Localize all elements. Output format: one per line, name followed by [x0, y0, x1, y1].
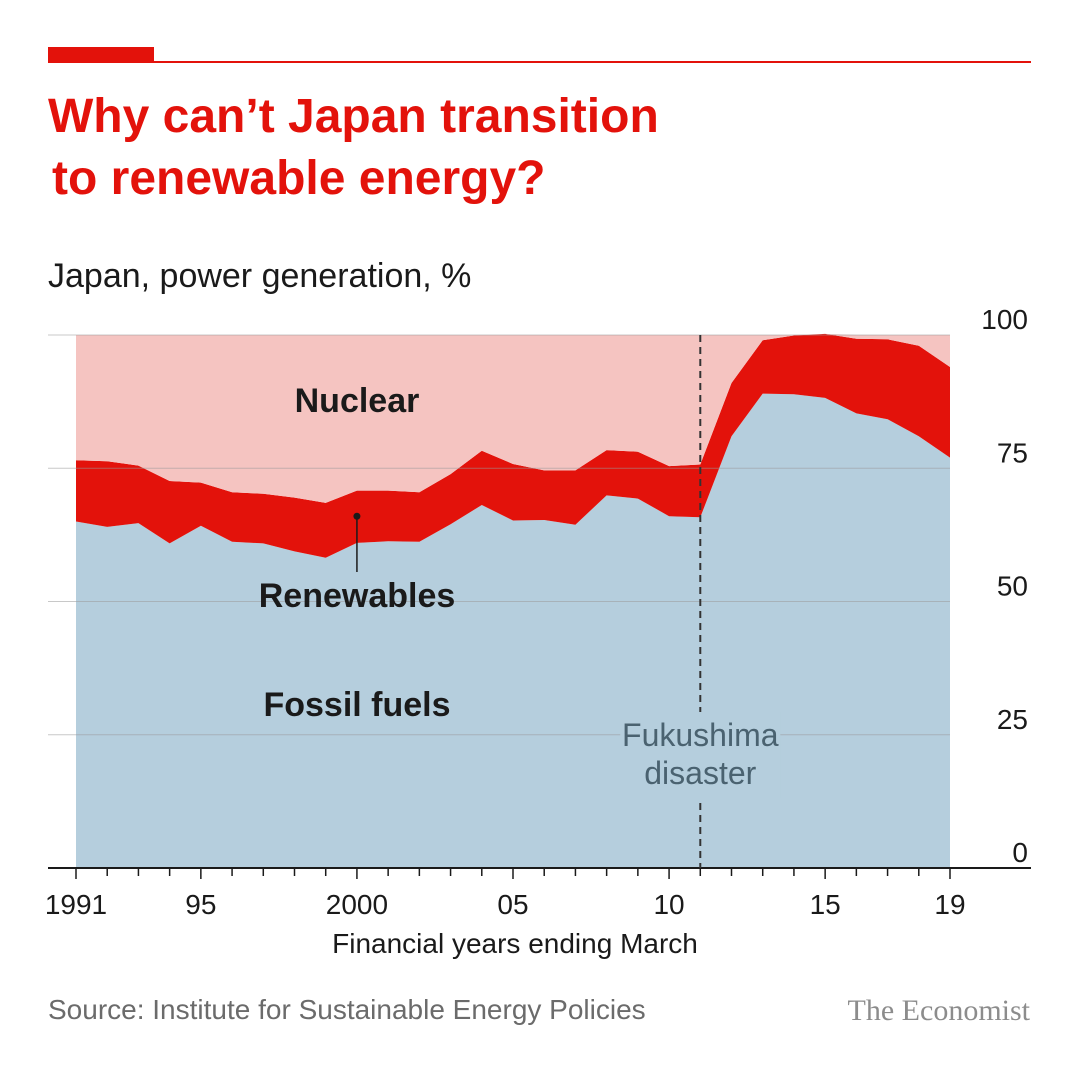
- annotation-text-line-1: Fukushima: [622, 717, 779, 753]
- x-axis-title: Financial years ending March: [332, 928, 698, 959]
- publisher-logo: The Economist: [847, 994, 1030, 1027]
- y-tick-label: 0: [1012, 837, 1028, 868]
- renewables-pointer-dot: [353, 512, 361, 520]
- x-tick-label: 19: [934, 889, 965, 920]
- x-tick-label: 15: [810, 889, 841, 920]
- chart-title: Why can’t Japan transition to renewable …: [48, 86, 948, 210]
- annotation-text-line-2: disaster: [644, 755, 756, 791]
- series-label-nuclear: Nuclear: [295, 382, 420, 420]
- y-tick-label: 100: [981, 304, 1028, 335]
- top-accent-bar: [48, 47, 154, 62]
- x-tick-label: 95: [185, 889, 216, 920]
- area-renewables: [76, 333, 950, 558]
- axis-layer: 0 25 50 75 100 1991 95 2000 05 10 15 19: [45, 304, 1031, 920]
- series-label-renewables: Renewables: [259, 577, 456, 615]
- y-tick-label: 25: [997, 704, 1028, 735]
- chart-title-line-2: to renewable energy?: [52, 152, 546, 205]
- x-tick-label: 2000: [326, 889, 388, 920]
- top-rule: [48, 61, 1031, 63]
- x-tick-label: 1991: [45, 889, 107, 920]
- chart-title-line-1: Why can’t Japan transition: [48, 90, 659, 143]
- gridline-layer: [48, 334, 950, 736]
- area-layer: [76, 333, 950, 868]
- x-tick-label: 10: [653, 889, 684, 920]
- area-nuclear: [76, 333, 950, 503]
- series-label-fossil-fuels: Fossil fuels: [263, 686, 450, 724]
- y-tick-label: 75: [997, 437, 1028, 468]
- power-generation-chart: 0 25 50 75 100 1991 95 2000 05 10 15 19 Fukushimadi…: [45, 304, 1031, 920]
- y-tick-label: 50: [997, 571, 1028, 602]
- x-tick-label: 05: [497, 889, 528, 920]
- annotation-background: [620, 712, 781, 798]
- chart-subtitle: Japan, power generation, %: [48, 257, 472, 295]
- source-note: Source: Institute for Sustainable Energy…: [48, 994, 646, 1025]
